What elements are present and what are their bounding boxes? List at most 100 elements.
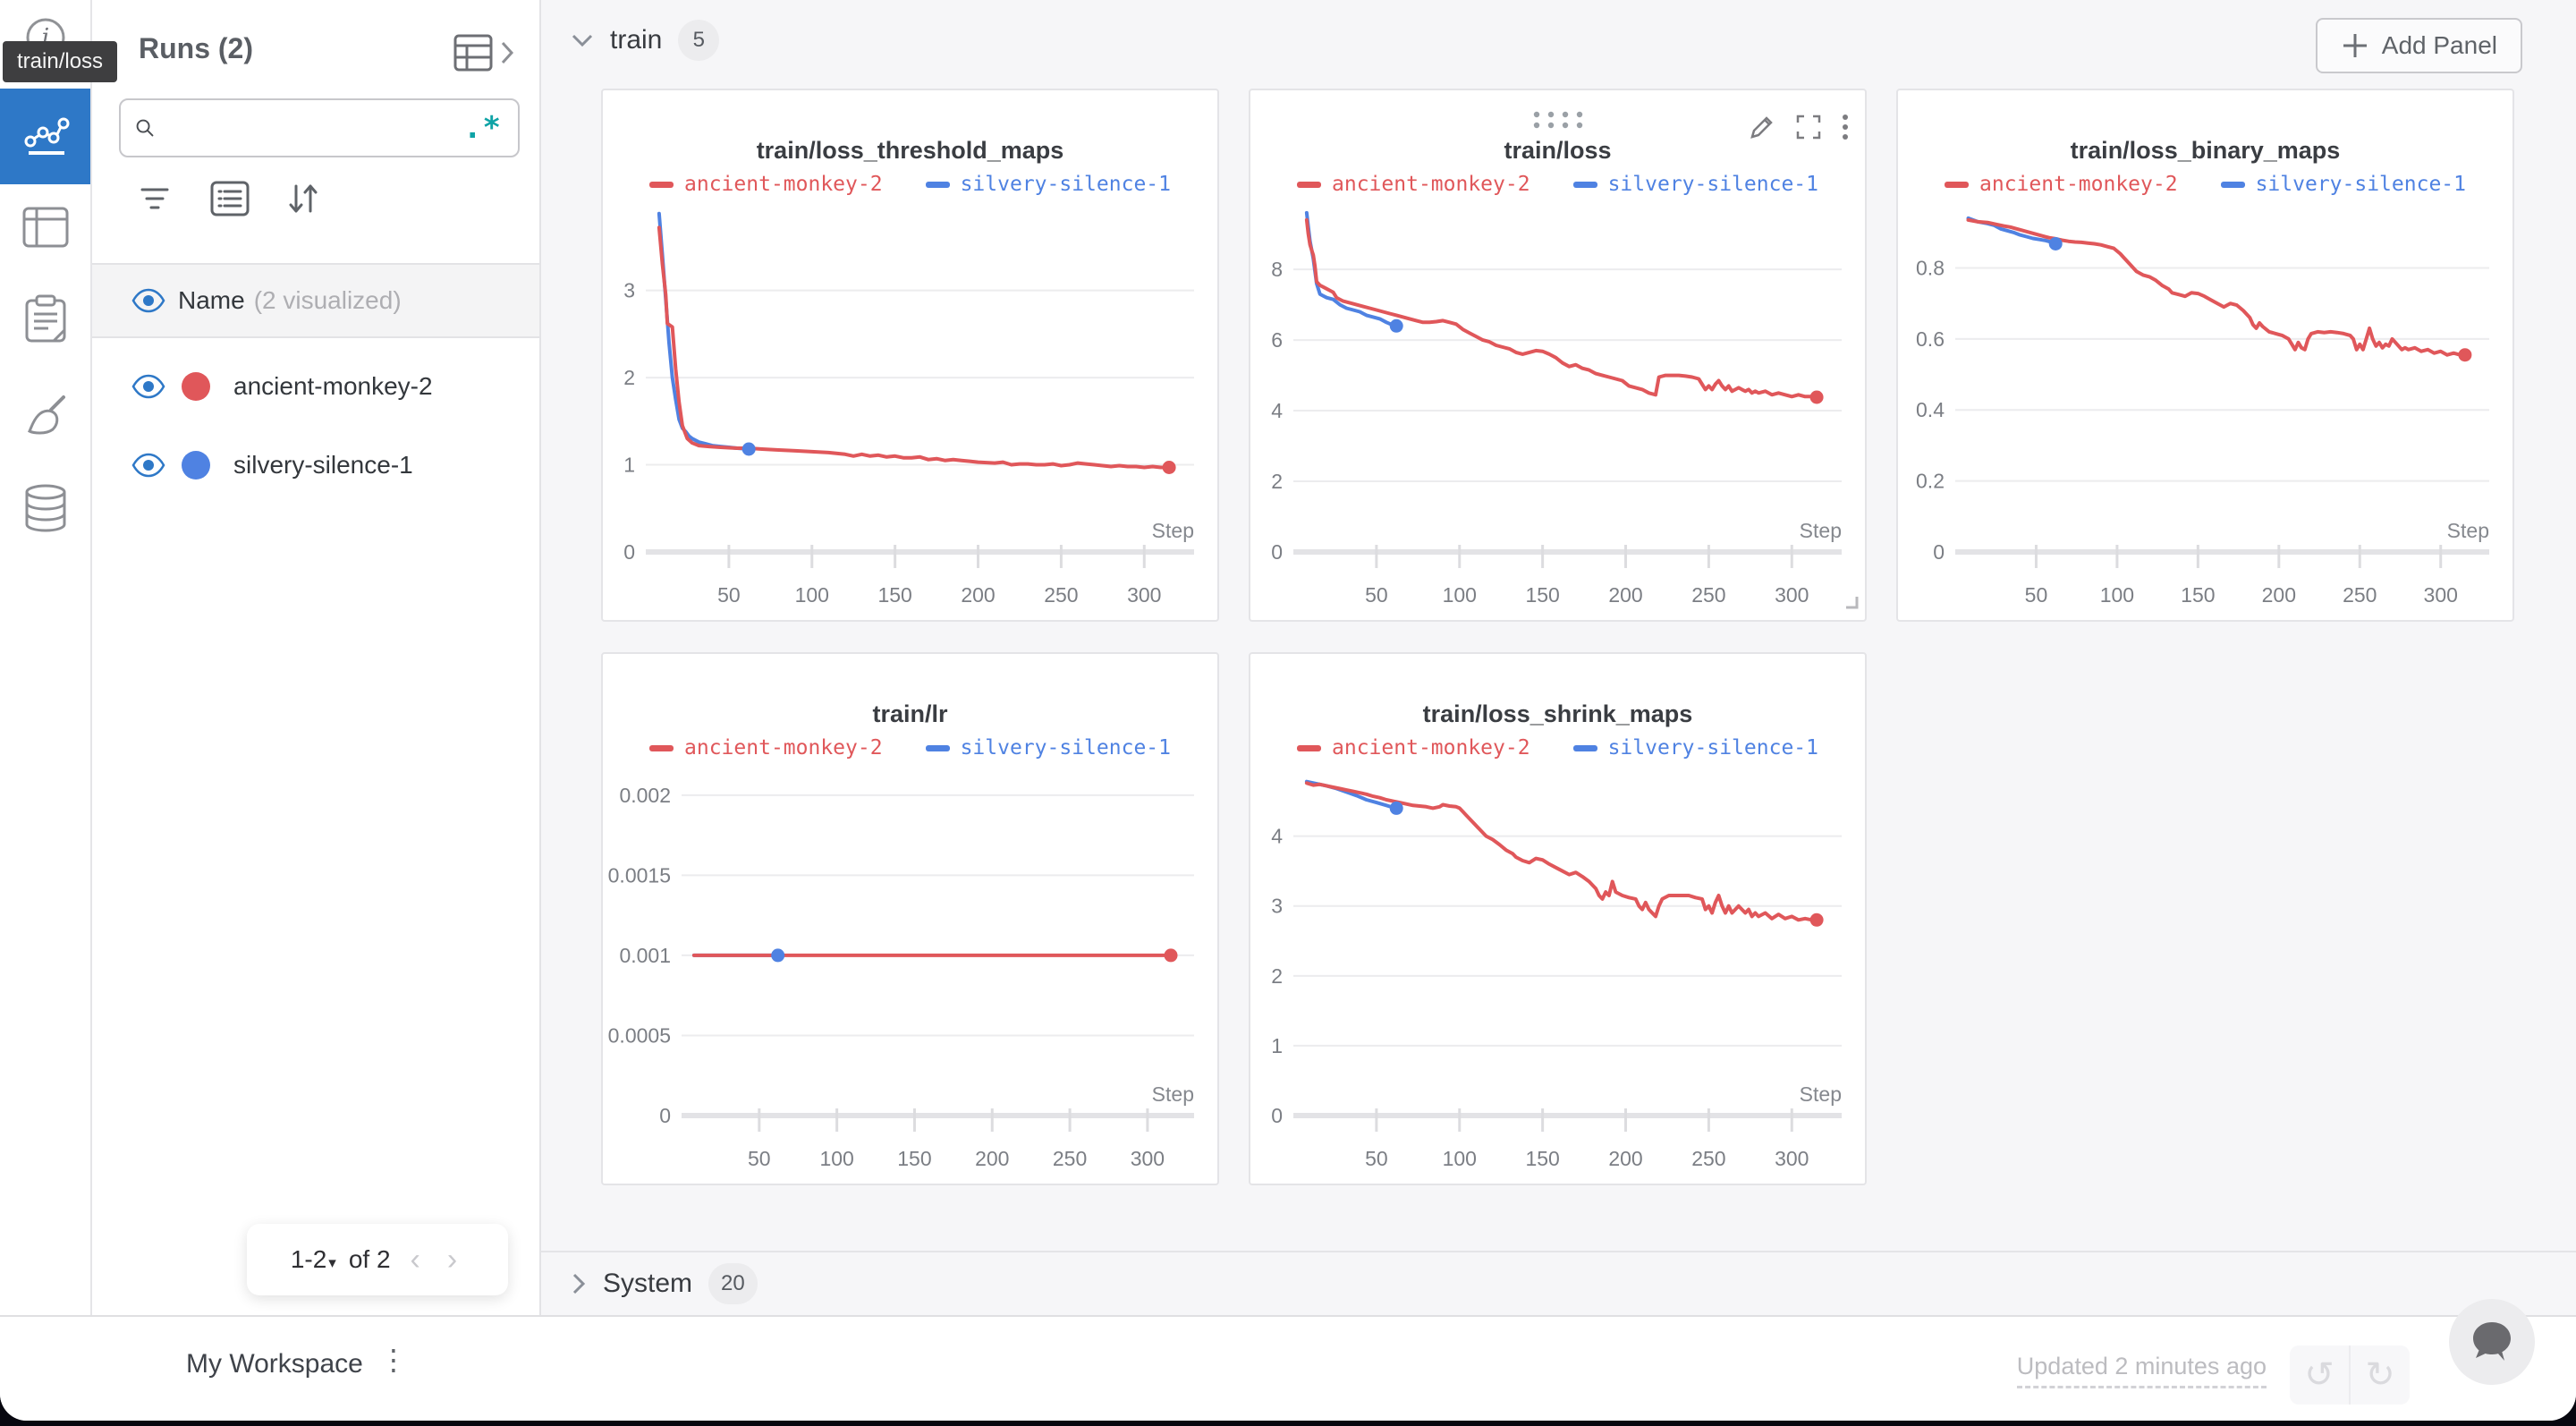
legend-item[interactable]: silvery-silence-1 [1572,173,1818,196]
chart-panel-train-lr[interactable]: train/lr ancient-monkey-2 silvery-silence-… [601,652,1219,1185]
panel-title: train/loss_threshold_maps [756,137,1064,164]
svg-text:50: 50 [717,583,741,607]
kebab-menu-icon[interactable] [1842,114,1849,145]
legend-swatch [1297,181,1322,188]
svg-text:100: 100 [2100,583,2134,607]
legend-item[interactable]: ancient-monkey-2 [1945,173,2178,196]
run-row[interactable]: silvery-silence-1 [92,428,539,503]
chart-panel-train-loss[interactable]: train/loss ancient-monkey-2 silvery-silenc… [1249,89,1867,622]
workspace-bottom-bar: My Workspace ⋮ Updated 2 minutes ago ↺ ↻ [0,1315,2576,1421]
svg-text:0.0015: 0.0015 [608,863,671,887]
chart-panel-train-loss-shrink-maps[interactable]: train/loss_shrink_maps ancient-monkey-2 si… [1249,652,1867,1185]
runs-toolbar [92,175,539,229]
table-icon [453,34,493,72]
svg-text:0.002: 0.002 [619,784,671,807]
regex-toggle-icon[interactable]: .* [463,110,502,146]
svg-text:250: 250 [1053,1147,1087,1170]
panel-legend: ancient-monkey-2 silvery-silence-1 [1250,173,1865,196]
resize-handle[interactable] [1843,594,1860,615]
prev-page-button[interactable]: ‹ [410,1242,420,1277]
sidebar-item-artifacts[interactable] [0,481,90,535]
edit-panel-icon[interactable] [1749,114,1775,145]
svg-text:4: 4 [1271,399,1283,422]
add-panel-button[interactable]: Add Panel [2315,18,2522,73]
legend-item[interactable]: silvery-silence-1 [925,173,1171,196]
svg-text:0.0005: 0.0005 [608,1023,671,1047]
run-row[interactable]: ancient-monkey-2 [92,349,539,424]
page-total: of 2 [348,1245,391,1273]
fullscreen-icon[interactable] [1795,114,1822,145]
section-title: System [603,1269,693,1298]
svg-text:150: 150 [1525,583,1559,607]
workspace-title[interactable]: My Workspace [186,1349,363,1379]
undo-button[interactable]: ↺ [2290,1345,2351,1405]
svg-text:Step: Step [1152,1082,1194,1106]
sidebar-item-logs[interactable] [0,292,90,345]
legend-item[interactable]: ancient-monkey-2 [1297,736,1530,760]
runs-pagination: 1-2 ▾ of 2 ‹ › [247,1224,508,1295]
run-name[interactable]: silvery-silence-1 [233,451,413,479]
chart-panel-train-loss-binary-maps[interactable]: train/loss_binary_maps ancient-monkey-2 si… [1896,89,2514,622]
legend-item[interactable]: ancient-monkey-2 [649,736,883,760]
plot-area[interactable]: 0 1 2 3 4 50 100 150 200 250 300 Step [1250,761,1868,1182]
svg-text:150: 150 [877,583,911,607]
redo-button[interactable]: ↻ [2365,1355,2395,1395]
plot-area[interactable]: 0 2 4 6 8 50 100 150 200 250 300 Step [1250,198,1868,618]
run-search-box[interactable]: .* [119,98,520,157]
legend-item[interactable]: silvery-silence-1 [2220,173,2466,196]
legend-swatch [925,181,950,188]
columns-settings-icon[interactable] [210,181,250,221]
visibility-eye-icon[interactable] [131,453,165,478]
visibility-eye-icon[interactable] [131,374,165,399]
sort-icon[interactable] [285,181,321,221]
filter-icon[interactable] [137,181,173,221]
sidebar-item-runs-table[interactable] [0,202,90,252]
legend-swatch [1297,744,1322,751]
plot-area[interactable]: 0 1 2 3 50 100 150 200 250 300 Step [603,198,1221,618]
svg-text:100: 100 [819,1147,853,1170]
chevron-right-icon [572,1273,586,1294]
help-chat-button[interactable] [2449,1299,2535,1385]
plot-area[interactable]: 0 0.0005 0.001 0.0015 0.002 50 100 150 200 250 300… [603,761,1221,1182]
legend-label: ancient-monkey-2 [684,173,883,196]
database-icon [25,484,65,532]
workspace-menu-kebab-icon[interactable]: ⋮ [379,1344,408,1376]
svg-text:150: 150 [2181,583,2215,607]
caret-down-icon: ▾ [328,1254,336,1271]
search-input[interactable] [155,100,464,156]
sidebar-item-workspace-charts[interactable] [0,89,90,184]
page-range-dropdown[interactable]: 1-2 ▾ [290,1245,336,1273]
chart-panel-train-loss-threshold-maps[interactable]: train/loss_threshold_maps ancient-monkey-… [601,89,1219,622]
plot-area[interactable]: 0 0.2 0.4 0.6 0.8 50 100 150 200 250 300 Step [1898,198,2516,618]
legend-label: ancient-monkey-2 [684,736,883,760]
panel-legend: ancient-monkey-2 silvery-silence-1 [1898,173,2512,196]
svg-text:100: 100 [1443,583,1477,607]
run-name[interactable]: ancient-monkey-2 [233,372,433,400]
svg-text:50: 50 [1365,583,1388,607]
legend-item[interactable]: ancient-monkey-2 [649,173,883,196]
line-chart-icon [24,117,69,155]
svg-text:100: 100 [795,583,829,607]
svg-text:0: 0 [1271,1104,1283,1127]
svg-text:8: 8 [1271,258,1283,281]
legend-swatch [925,744,950,751]
section-header-system[interactable]: System 20 [541,1251,2576,1315]
left-icon-rail: i [0,0,92,1315]
legend-item[interactable]: ancient-monkey-2 [1297,173,1530,196]
legend-item[interactable]: silvery-silence-1 [925,736,1171,760]
drag-handle-icon[interactable] [1250,110,1865,130]
next-page-button[interactable]: › [446,1242,458,1277]
legend-item[interactable]: silvery-silence-1 [1572,736,1818,760]
svg-text:300: 300 [1131,1147,1165,1170]
updated-timestamp[interactable]: Updated 2 minutes ago [2016,1353,2267,1388]
section-header-train[interactable]: train 5 [571,20,720,61]
open-runs-table-button[interactable] [453,34,514,72]
svg-text:0.2: 0.2 [1916,470,1945,493]
sidebar-item-sweeps[interactable] [0,388,90,442]
svg-text:200: 200 [961,583,995,607]
visibility-eye-icon[interactable] [131,288,165,313]
runs-header-row[interactable]: Name (2 visualized) [92,263,539,338]
plus-icon [2343,34,2367,57]
svg-text:0.4: 0.4 [1916,398,1945,421]
